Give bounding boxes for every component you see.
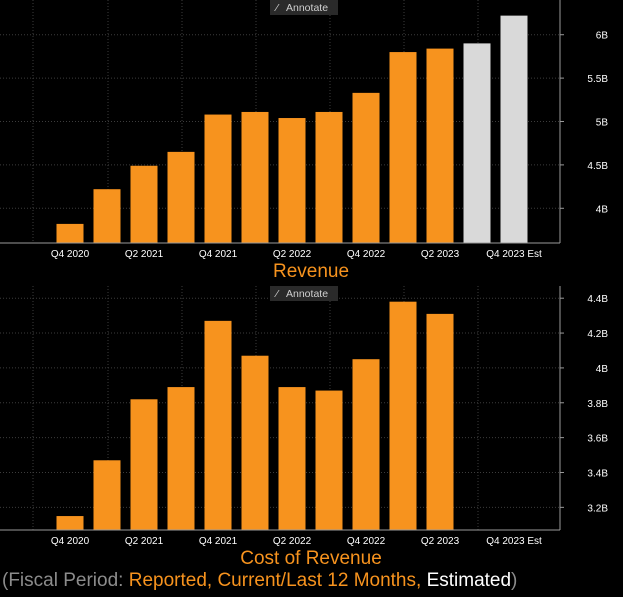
x-tick-label: Q4 2020	[51, 536, 90, 547]
chart-title: Cost of Revenue	[240, 548, 382, 569]
bar-q4-2022	[352, 92, 380, 243]
y-tick-label: 6B	[596, 31, 609, 42]
x-tick-label: Q2 2021	[125, 249, 164, 260]
bar-q4-2021	[204, 114, 232, 243]
legend-estimated: Estimated	[426, 570, 512, 591]
bar-q3-2022	[315, 111, 343, 243]
x-tick-label: Q4 2023 Est	[486, 536, 542, 547]
y-tick-label: 5B	[596, 118, 609, 129]
bar-q3-2021	[167, 387, 195, 530]
bar-q3-2022	[315, 390, 343, 530]
x-tick-label: Q4 2020	[51, 249, 90, 260]
bar-q4-2020	[56, 516, 84, 530]
annotate-label: Annotate	[286, 2, 328, 14]
pencil-icon: ⁄	[274, 289, 280, 300]
legend-close-paren: )	[511, 570, 518, 591]
chart-panel-1: 4B 4.5B 5B 5.5B 6B Q4 2020 Q2 2021 Q4 2021 Q2 20…	[0, 0, 608, 282]
x-tick-label: Q2 2021	[125, 536, 164, 547]
annotate-button-bg	[270, 286, 338, 301]
bar-q4-2020	[56, 223, 84, 243]
bar-q3-2021	[167, 151, 195, 243]
bar-q1-2023	[389, 52, 417, 244]
y-tick-label: 3.6B	[587, 434, 608, 445]
legend-open-paren: (	[2, 570, 9, 591]
bar-q4-2023-est	[500, 15, 528, 243]
legend-reported: Reported,	[128, 570, 213, 591]
annotate-button[interactable]: ⁄ Annotate	[270, 0, 338, 15]
bar-q1-2022	[241, 355, 269, 530]
bar-q2-2021	[130, 165, 158, 243]
x-tick-label: Q2 2022	[273, 536, 312, 547]
annotate-button[interactable]: ⁄ Annotate	[270, 286, 338, 301]
x-tick-label: Q2 2023	[421, 536, 460, 547]
annotate-label: Annotate	[286, 288, 328, 300]
bar-q2-2023	[426, 48, 454, 243]
y-tick-label: 3.2B	[587, 503, 608, 514]
bar-q2-2023	[426, 313, 454, 530]
legend-fiscal-period: Fiscal Period:	[8, 570, 124, 591]
chart-title: Revenue	[273, 261, 349, 282]
legend-footer: (Fiscal Period: Reported, Current/Last 1…	[2, 570, 517, 592]
bar-q2-2022	[278, 118, 306, 243]
x-tick-label: Q4 2021	[199, 249, 238, 260]
x-tick-label: Q4 2022	[347, 536, 386, 547]
bar-q4-2022	[352, 359, 380, 530]
y-tick-label: 3.4B	[587, 468, 608, 479]
chart-panel-2: 3.2B 3.4B 3.6B 3.8B 4B 4.2B 4.4B Q4 2020 Q2 2021…	[0, 286, 608, 569]
annotate-button-bg	[270, 0, 338, 15]
x-tick-label: Q4 2021	[199, 536, 238, 547]
bar-q1-2023	[389, 301, 417, 530]
bar-q1-2022	[241, 111, 269, 243]
y-tick-label: 4.2B	[587, 329, 608, 340]
y-tick-label: 3.8B	[587, 399, 608, 410]
bar-q2-2022	[278, 387, 306, 530]
legend-current: Current/Last 12 Months,	[217, 570, 422, 591]
bar-q1-2021	[93, 460, 121, 530]
y-tick-label: 4B	[596, 204, 609, 215]
bar-q4-2021	[204, 320, 232, 530]
y-tick-label: 5.5B	[587, 74, 608, 85]
y-tick-label: 4.4B	[587, 294, 608, 305]
y-tick-label: 4.5B	[587, 161, 608, 172]
bar-q1-2021	[93, 189, 121, 243]
bar-q2-2021	[130, 399, 158, 530]
y-tick-label: 4B	[596, 364, 609, 375]
x-tick-label: Q4 2022	[347, 249, 386, 260]
bar-q3-2023-est	[463, 43, 491, 244]
x-tick-label: Q2 2022	[273, 249, 312, 260]
x-tick-label: Q4 2023 Est	[486, 249, 542, 260]
pencil-icon: ⁄	[274, 3, 280, 14]
x-tick-label: Q2 2023	[421, 249, 460, 260]
